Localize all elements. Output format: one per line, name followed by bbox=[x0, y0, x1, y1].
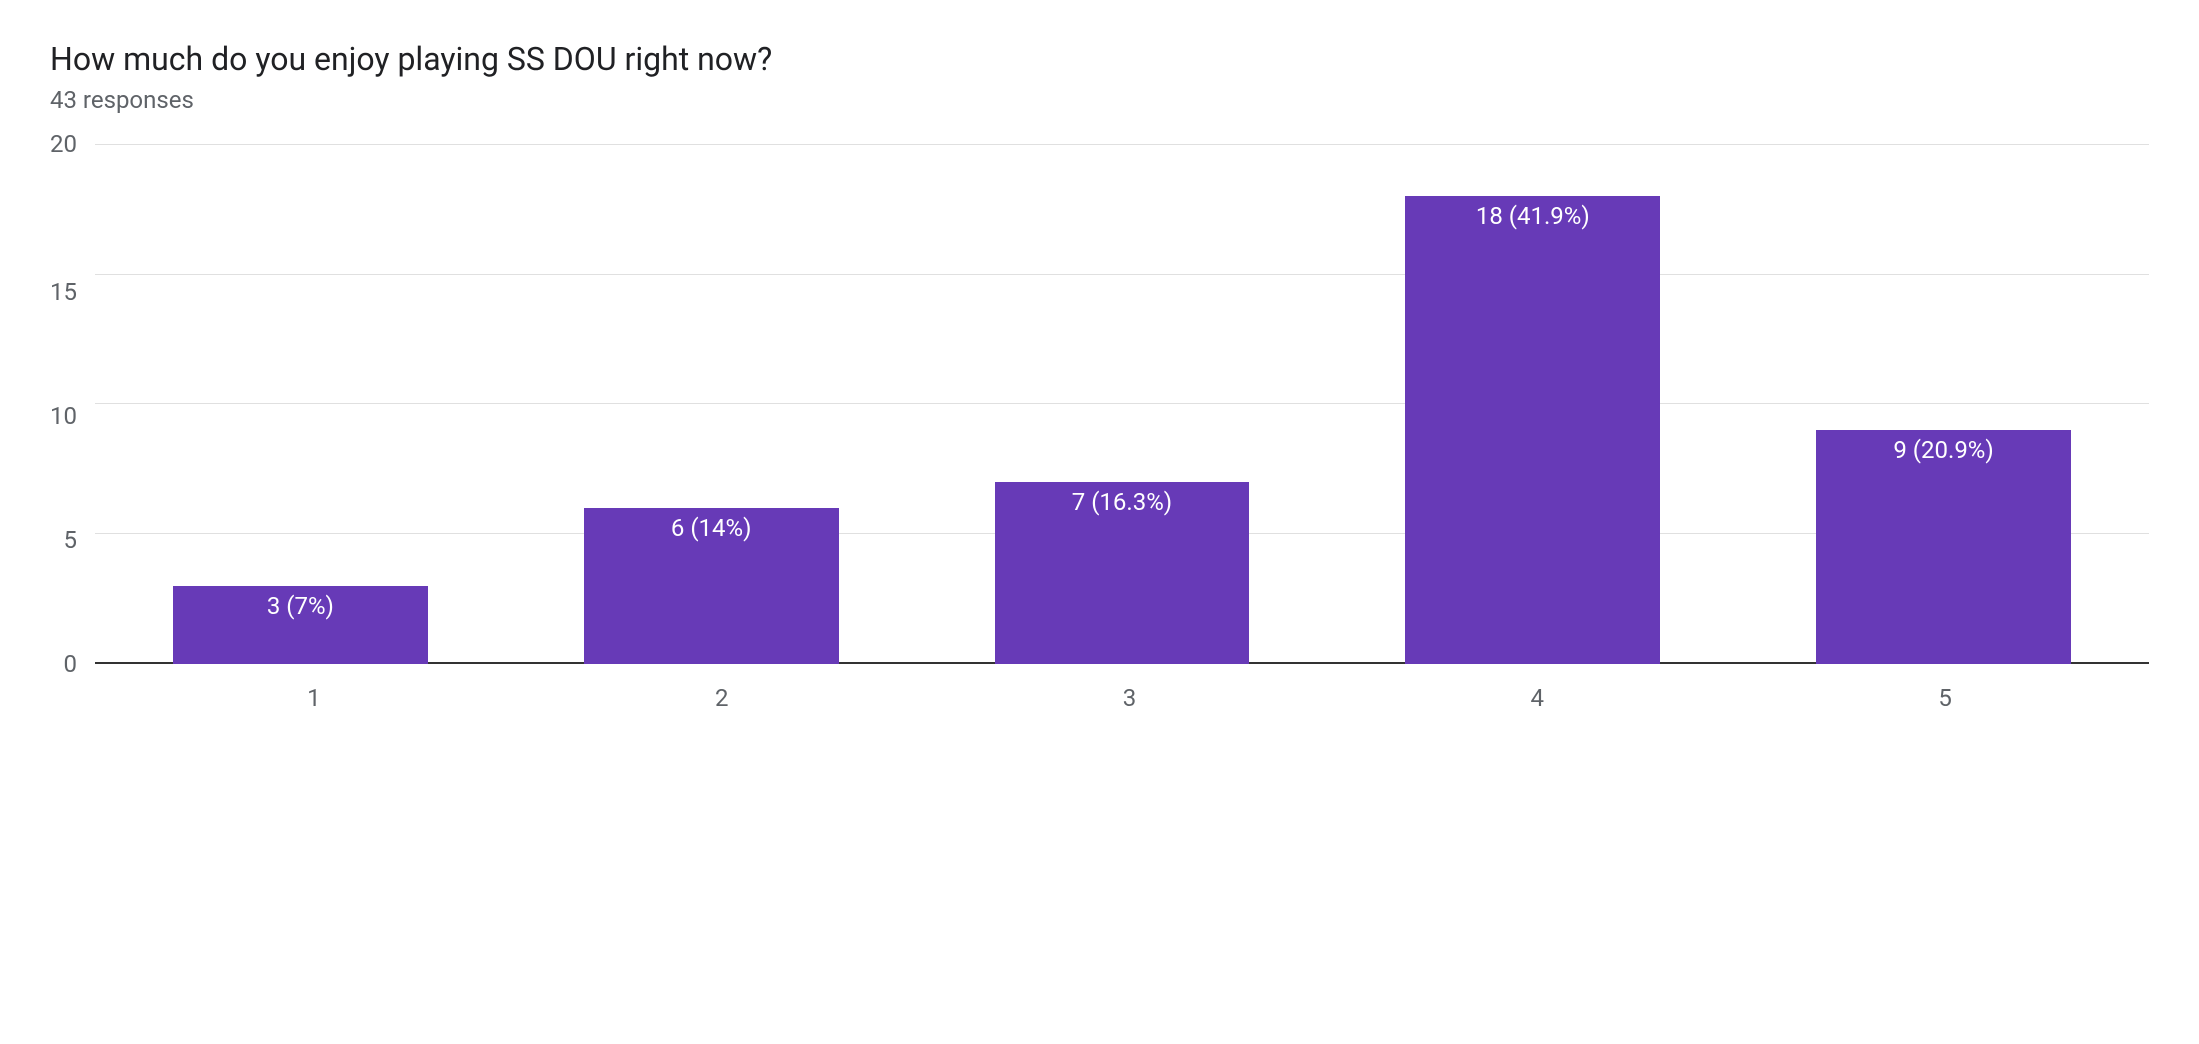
plot-wrapper: 20 15 10 5 0 3 (7%) 6 (14%) 7 (16.3%) 18 (4… bbox=[50, 144, 2149, 664]
bar-slot: 9 (20.9%) bbox=[1738, 144, 2149, 664]
x-label: 4 bbox=[1333, 684, 1741, 712]
x-spacer bbox=[50, 684, 110, 712]
bar: 18 (41.9%) bbox=[1405, 196, 1660, 664]
x-label: 5 bbox=[1741, 684, 2149, 712]
y-tick: 15 bbox=[50, 280, 77, 304]
y-tick: 0 bbox=[63, 652, 77, 676]
chart-title: How much do you enjoy playing SS DOU rig… bbox=[50, 40, 2149, 78]
bar: 9 (20.9%) bbox=[1816, 430, 2071, 664]
chart-subtitle: 43 responses bbox=[50, 86, 2149, 114]
bar-value-label: 6 (14%) bbox=[671, 514, 752, 542]
plot-area: 3 (7%) 6 (14%) 7 (16.3%) 18 (41.9%) 9 (20.9%… bbox=[95, 144, 2149, 664]
bar: 6 (14%) bbox=[584, 508, 839, 664]
y-tick: 5 bbox=[63, 528, 77, 552]
bars-container: 3 (7%) 6 (14%) 7 (16.3%) 18 (41.9%) 9 (20.9%… bbox=[95, 144, 2149, 664]
x-label: 1 bbox=[110, 684, 518, 712]
survey-bar-chart: How much do you enjoy playing SS DOU rig… bbox=[50, 40, 2149, 712]
bar: 3 (7%) bbox=[173, 586, 428, 664]
y-tick: 10 bbox=[50, 404, 77, 428]
x-label: 3 bbox=[926, 684, 1334, 712]
bar-slot: 7 (16.3%) bbox=[917, 144, 1328, 664]
bar-value-label: 3 (7%) bbox=[267, 592, 334, 620]
x-label: 2 bbox=[518, 684, 926, 712]
y-axis: 20 15 10 5 0 bbox=[50, 144, 95, 664]
bar-slot: 18 (41.9%) bbox=[1327, 144, 1738, 664]
bar-value-label: 18 (41.9%) bbox=[1476, 202, 1590, 230]
bar-value-label: 7 (16.3%) bbox=[1072, 488, 1172, 516]
x-labels: 1 2 3 4 5 bbox=[110, 684, 2149, 712]
bar-slot: 3 (7%) bbox=[95, 144, 506, 664]
bar-value-label: 9 (20.9%) bbox=[1893, 436, 1993, 464]
bar: 7 (16.3%) bbox=[995, 482, 1250, 664]
bar-slot: 6 (14%) bbox=[506, 144, 917, 664]
x-axis: 1 2 3 4 5 bbox=[50, 684, 2149, 712]
y-tick: 20 bbox=[50, 132, 77, 156]
